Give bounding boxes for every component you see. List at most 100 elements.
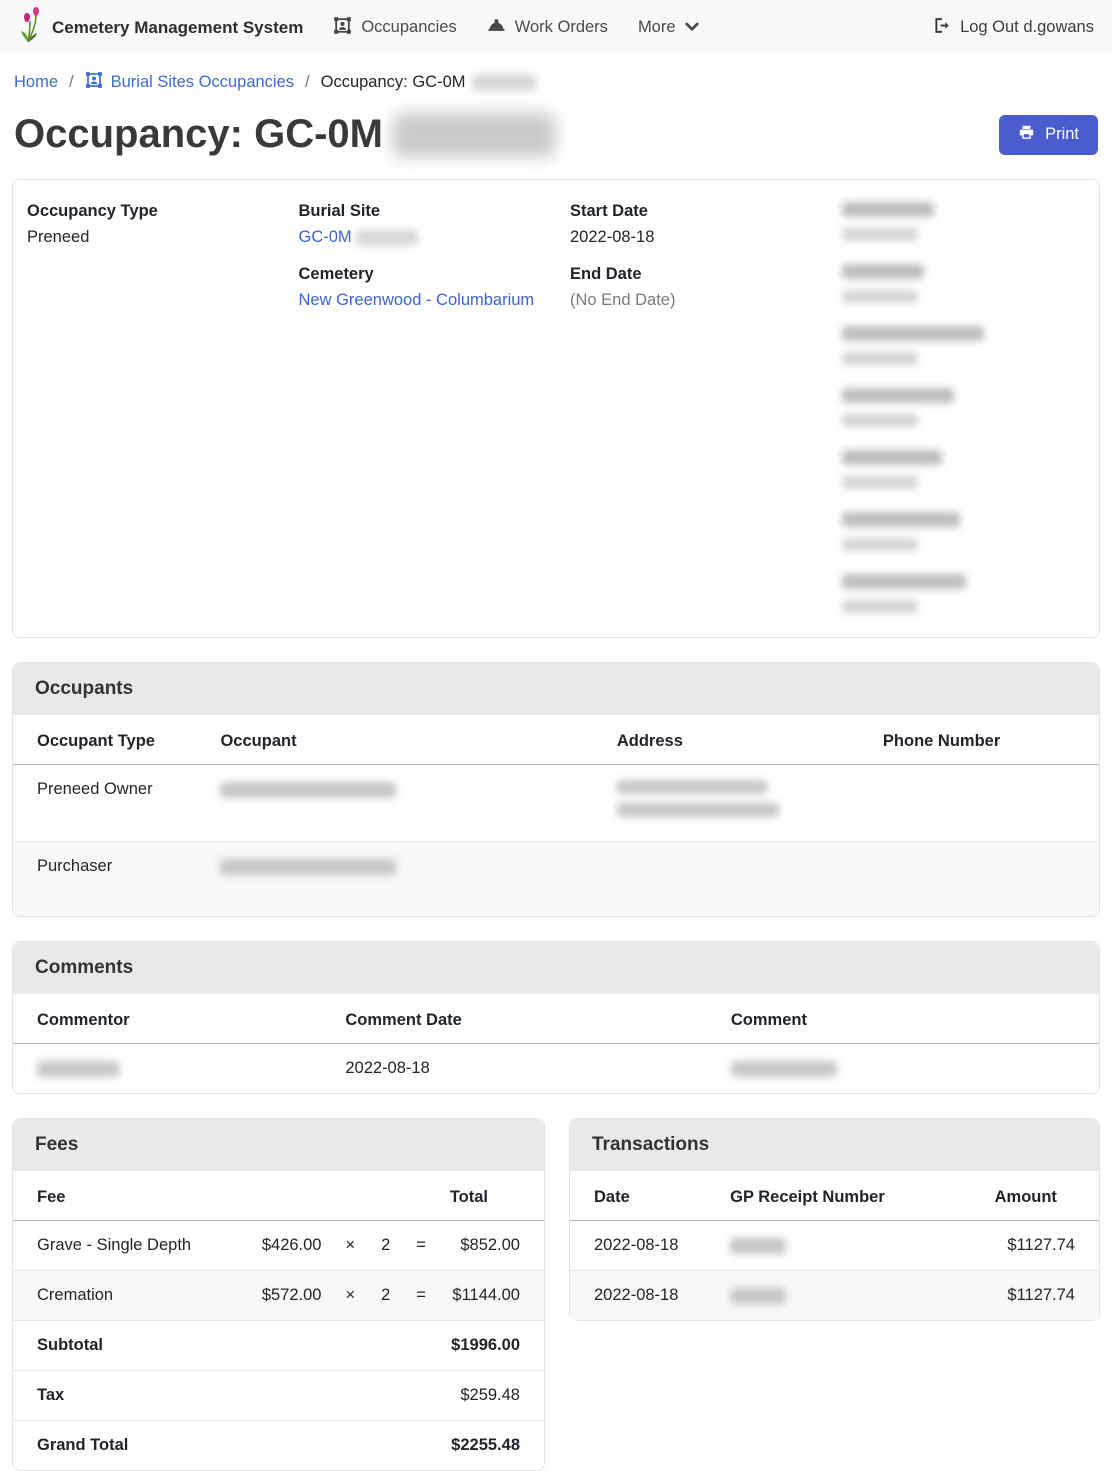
transaction-row: 2022-08-18 $1127.74 [570,1221,1099,1271]
transactions-table: Date GP Receipt Number Amount 2022-08-18… [570,1171,1099,1320]
logout-button[interactable]: Log Out d.gowans [933,17,1094,39]
page-title-text: Occupancy: GC-0M [14,112,383,156]
redacted-field [841,202,1086,241]
col-phone-number: Phone Number [870,715,1099,765]
redacted-field [841,574,1086,613]
commentor-cell [13,1044,333,1094]
nav-item-more[interactable]: More [638,18,699,37]
comments-table: Commentor Comment Date Comment 2022-08-1… [13,994,1099,1093]
fee-qty: 2 [367,1270,405,1321]
breadcrumb-current: Occupancy: GC-0M [321,73,536,92]
transaction-amount: $1127.74 [982,1270,1099,1320]
col-comment-date: Comment Date [333,994,719,1044]
sign-out-icon [933,17,951,39]
fee-row: Grave - Single Depth $426.00 × 2 = $852.… [13,1221,544,1271]
occupant-address-cell [605,765,871,842]
page-header: Occupancy: GC-0M Print [0,102,1112,179]
occupant-address-cell [604,841,871,916]
fee-total: $852.00 [460,1236,520,1254]
transaction-date: 2022-08-18 [594,1236,679,1254]
occupancy-details-card: Occupancy Type Preneed Burial Site GC-0M… [12,179,1100,638]
fees-card: Fees Fee Total Grave - Single Depth $426… [12,1118,545,1471]
details-col-3: Start Date 2022-08-18 End Date (No End D… [556,202,828,613]
occupancy-type-label: Occupancy Type [27,202,158,220]
comment-date-cell: 2022-08-18 [345,1059,430,1077]
breadcrumb-occupancies-label: Burial Sites Occupancies [110,73,295,91]
burial-site-link[interactable]: GC-0M [298,228,352,246]
tax-row: Tax $259.48 [13,1370,544,1421]
nav-item-occupancies[interactable]: Occupancies [333,16,457,40]
burial-site-label: Burial Site [298,202,381,220]
nav-label-work-orders: Work Orders [514,18,608,36]
breadcrumb: Home / Burial Sites Occupancies / Occupa… [0,55,1112,102]
headstone-frame-icon [333,16,352,40]
transaction-amount: $1127.74 [1007,1236,1075,1254]
times-sign: × [345,1236,356,1254]
redacted-text [471,74,536,91]
cemetery-link[interactable]: New Greenwood - Columbarium [298,291,535,309]
col-fee: Fee [13,1171,244,1221]
transaction-receipt [718,1270,983,1320]
printer-icon [1018,124,1035,146]
occupants-table: Occupant Type Occupant Address Phone Num… [13,715,1099,916]
fee-price: $572.00 [243,1270,334,1321]
fees-table: Fee Total Grave - Single Depth $426.00 ×… [13,1171,544,1470]
page-title: Occupancy: GC-0M [14,112,555,157]
occupants-title: Occupants [13,663,1099,715]
redacted-field [841,264,1086,303]
comments-card: Comments Commentor Comment Date Comment … [12,941,1100,1094]
fee-row: Cremation $572.00 × 2 = $1144.00 [13,1270,544,1321]
print-button-label: Print [1045,125,1079,143]
logout-label: Log Out d.gowans [960,18,1094,36]
breadcrumb-separator: / [305,73,310,91]
cemetery-label: Cemetery [298,265,374,283]
redacted-field [841,388,1086,427]
print-button[interactable]: Print [999,114,1098,155]
start-date-value: 2022-08-18 [570,228,655,246]
fee-price: $426.00 [261,1236,322,1254]
subtotal-label: Subtotal [13,1320,438,1371]
occupant-phone-cell [871,765,1099,842]
occupant-type-cell: Purchaser [13,841,209,916]
chevron-down-icon [684,18,699,37]
occupant-name-cell [208,841,605,916]
tax-label: Tax [13,1370,438,1421]
col-gp-receipt: GP Receipt Number [718,1171,983,1221]
tulip-logo-icon [18,7,42,48]
col-occupant-type: Occupant Type [13,715,209,765]
occupant-row: Purchaser [13,841,1099,916]
occupants-card: Occupants Occupant Type Occupant Address… [12,662,1100,917]
col-occupant: Occupant [208,715,605,765]
start-date-label: Start Date [570,202,648,220]
redacted-field [841,450,1086,489]
redacted-text [392,112,555,157]
subtotal-value: $1996.00 [437,1320,544,1371]
tax-value: $259.48 [437,1370,544,1421]
occupant-phone-cell [870,841,1099,916]
redacted-field [841,326,1086,365]
breadcrumb-separator: / [69,73,74,91]
equals-sign: = [404,1270,438,1321]
redacted-text [356,229,419,246]
fee-name: Grave - Single Depth [37,1236,192,1254]
breadcrumb-home[interactable]: Home [14,73,59,91]
nav-item-work-orders[interactable]: Work Orders [487,17,608,39]
end-date-label: End Date [570,265,642,283]
breadcrumb-occupancies[interactable]: Burial Sites Occupancies [85,71,294,94]
grand-total-row: Grand Total $2255.48 [13,1420,544,1470]
subtotal-row: Subtotal $1996.00 [13,1320,544,1371]
col-comment: Comment [718,994,1099,1044]
top-navbar: Cemetery Management System Occupancies W [0,0,1112,55]
occupant-type-cell: Preneed Owner [37,780,153,798]
col-address: Address [604,715,871,765]
app-brand[interactable]: Cemetery Management System [18,7,303,48]
transaction-date: 2022-08-18 [570,1270,719,1320]
transaction-row: 2022-08-18 $1127.74 [570,1270,1099,1320]
app-title: Cemetery Management System [52,17,304,37]
nav-label-occupancies: Occupancies [361,18,457,36]
fee-name: Cremation [13,1270,244,1321]
transactions-title: Transactions [570,1119,1099,1171]
col-date: Date [570,1171,719,1221]
bottom-section: Fees Fee Total Grave - Single Depth $426… [12,1118,1100,1471]
nav-label-more: More [637,18,676,36]
